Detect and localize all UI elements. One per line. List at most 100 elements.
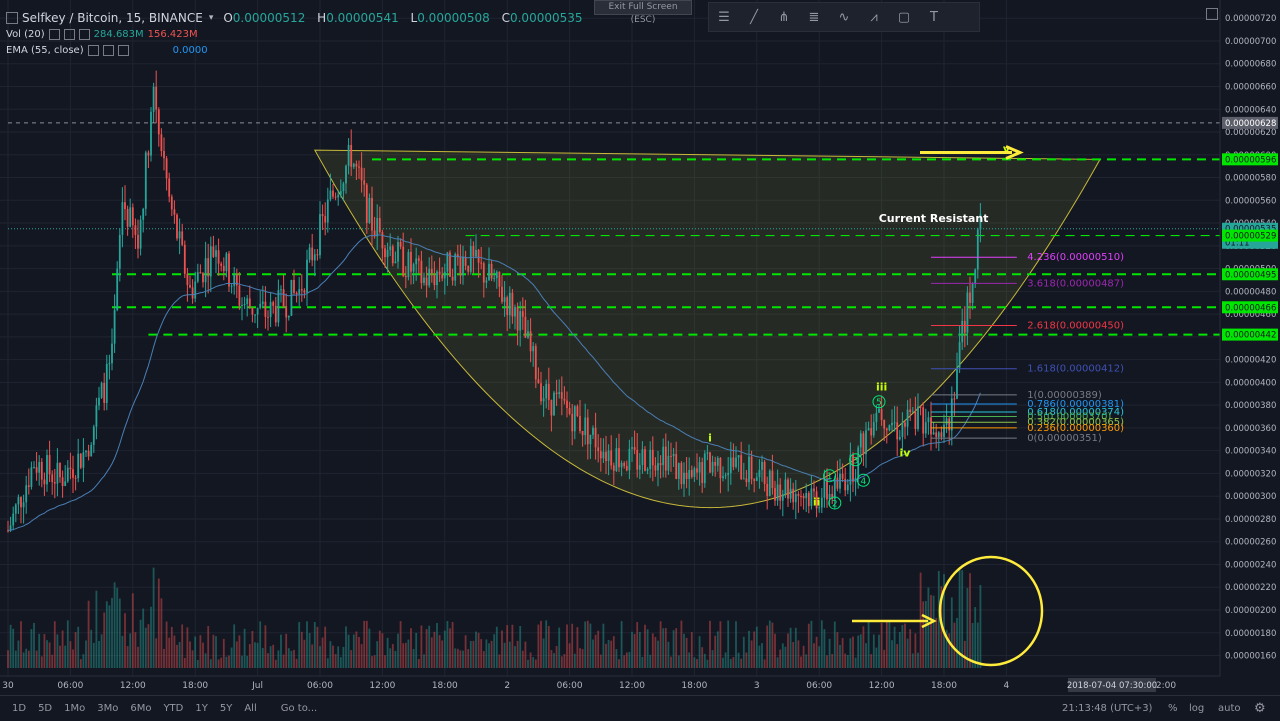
volume-bar (831, 654, 834, 668)
candle-body (163, 151, 165, 159)
candle-body (667, 455, 670, 471)
candle-body (950, 398, 953, 431)
candle-body (490, 263, 493, 279)
range-1mo[interactable]: 1Mo (64, 703, 86, 714)
volume-bar (337, 646, 340, 668)
candle-body (657, 463, 659, 471)
volume-bar (25, 648, 28, 668)
fib-icon[interactable]: ≣ (808, 9, 820, 25)
auto-toggle[interactable]: auto (1218, 703, 1241, 714)
candle-body (142, 208, 145, 220)
candle-body (841, 473, 844, 479)
candle-body (280, 289, 282, 291)
price-tick-label: 0.00000220 (1225, 583, 1276, 593)
volume-bar (740, 658, 743, 668)
volume-bar (779, 649, 782, 668)
time-tick-label: 06:00 (557, 681, 583, 691)
volume-bar (950, 597, 953, 668)
time-axis[interactable]: 30 06:00 12:00 18:00 Jul 06:00 12:00 18:00 2 06:0… (0, 675, 1220, 692)
volume-bar (280, 634, 282, 668)
volume-bar (66, 620, 69, 668)
candle-body (581, 430, 584, 436)
close-icon[interactable] (117, 45, 129, 56)
volume-bar (628, 651, 631, 668)
volume-bar (787, 633, 789, 668)
range-5y[interactable]: 5Y (219, 703, 233, 714)
gear-icon[interactable]: ⚙ (1254, 701, 1266, 716)
candle-body (745, 478, 748, 483)
volume-bar (896, 644, 899, 668)
bars-icon[interactable]: ☰ (718, 9, 730, 25)
horizontal-levels[interactable] (8, 122, 1220, 336)
collapse-icon[interactable] (6, 12, 18, 24)
price-axis[interactable]: 0.00000720 0.00000700 0.00000680 0.00000660… (1219, 0, 1280, 676)
volume-bar (308, 633, 311, 668)
range-1d[interactable]: 1D (12, 703, 27, 714)
range-ytd[interactable]: YTD (163, 703, 184, 714)
candle-body (935, 432, 938, 437)
line-tool-icon[interactable]: ╱ (750, 9, 758, 25)
eye-icon[interactable] (87, 45, 99, 56)
candle-body (680, 463, 683, 485)
volume-bar (342, 646, 345, 668)
range-5d[interactable]: 5D (38, 703, 53, 714)
fib-extension[interactable]: 4.236(0.00000510) 3.618(0.00000487) 2.618(… (931, 252, 1124, 444)
range-1y[interactable]: 1Y (195, 703, 208, 714)
zigzag-icon[interactable]: ⩘ (870, 9, 878, 25)
window-restore-icon[interactable] (1206, 8, 1218, 20)
candle-body (542, 398, 545, 402)
volume-bar (558, 627, 561, 668)
candle-body (131, 207, 134, 226)
range-3mo[interactable]: 3Mo (97, 703, 119, 714)
candle-body (607, 450, 610, 462)
annotation-text: iv (900, 446, 912, 459)
volume-bar (969, 573, 971, 668)
volume-bar (7, 650, 9, 668)
settings-icon[interactable] (102, 45, 114, 56)
candle-body (209, 246, 212, 277)
candle-body (376, 218, 379, 237)
close-icon[interactable] (78, 29, 90, 40)
candle-body (807, 492, 810, 507)
percent-toggle[interactable]: % (1168, 703, 1178, 714)
volume-bar (927, 587, 930, 668)
volume-bar (95, 590, 98, 668)
settings-icon[interactable] (63, 29, 75, 40)
volume-bar (436, 623, 438, 668)
candle-body (358, 166, 360, 168)
rect-icon[interactable]: ▢ (897, 9, 911, 25)
ema-indicator-legend[interactable]: EMA (55, close) 0.0000 (6, 45, 208, 56)
symbol-title[interactable]: Selfkey / Bitcoin, 15, BINANCE (22, 11, 203, 25)
goto-button[interactable]: Go to... (280, 703, 318, 714)
volume-bar (563, 654, 566, 668)
pattern-icon[interactable]: ∿ (838, 9, 850, 25)
candle-body (360, 167, 363, 181)
volume-bar (254, 642, 256, 668)
chevron-down-icon[interactable]: ▾ (208, 13, 214, 23)
candle-body (352, 163, 355, 167)
candle-body (948, 418, 951, 431)
text-icon[interactable]: T (930, 9, 938, 25)
candle-body (48, 455, 51, 475)
log-toggle[interactable]: log (1189, 703, 1205, 714)
pitchfork-icon[interactable]: ⋔ (778, 9, 790, 25)
candle-body (709, 452, 711, 473)
range-6mo[interactable]: 6Mo (130, 703, 152, 714)
volume-bar (589, 623, 592, 668)
eye-icon[interactable] (48, 29, 60, 40)
volume-indicator-legend[interactable]: Vol (20) 284.683M 156.423M (6, 29, 198, 40)
volume-bar (355, 631, 358, 668)
candle-body (64, 481, 67, 486)
volume-bar (568, 643, 571, 668)
volume-bar (844, 653, 847, 668)
volume-bar (142, 608, 145, 668)
volume-bar (948, 633, 951, 668)
range-all[interactable]: All (244, 703, 257, 714)
volume-bar (155, 638, 158, 668)
volume-bar (399, 621, 402, 668)
volume-bar (430, 637, 433, 668)
volume-bar (295, 658, 298, 668)
wave-number: 1 (827, 472, 833, 482)
volume-bar (488, 643, 490, 668)
